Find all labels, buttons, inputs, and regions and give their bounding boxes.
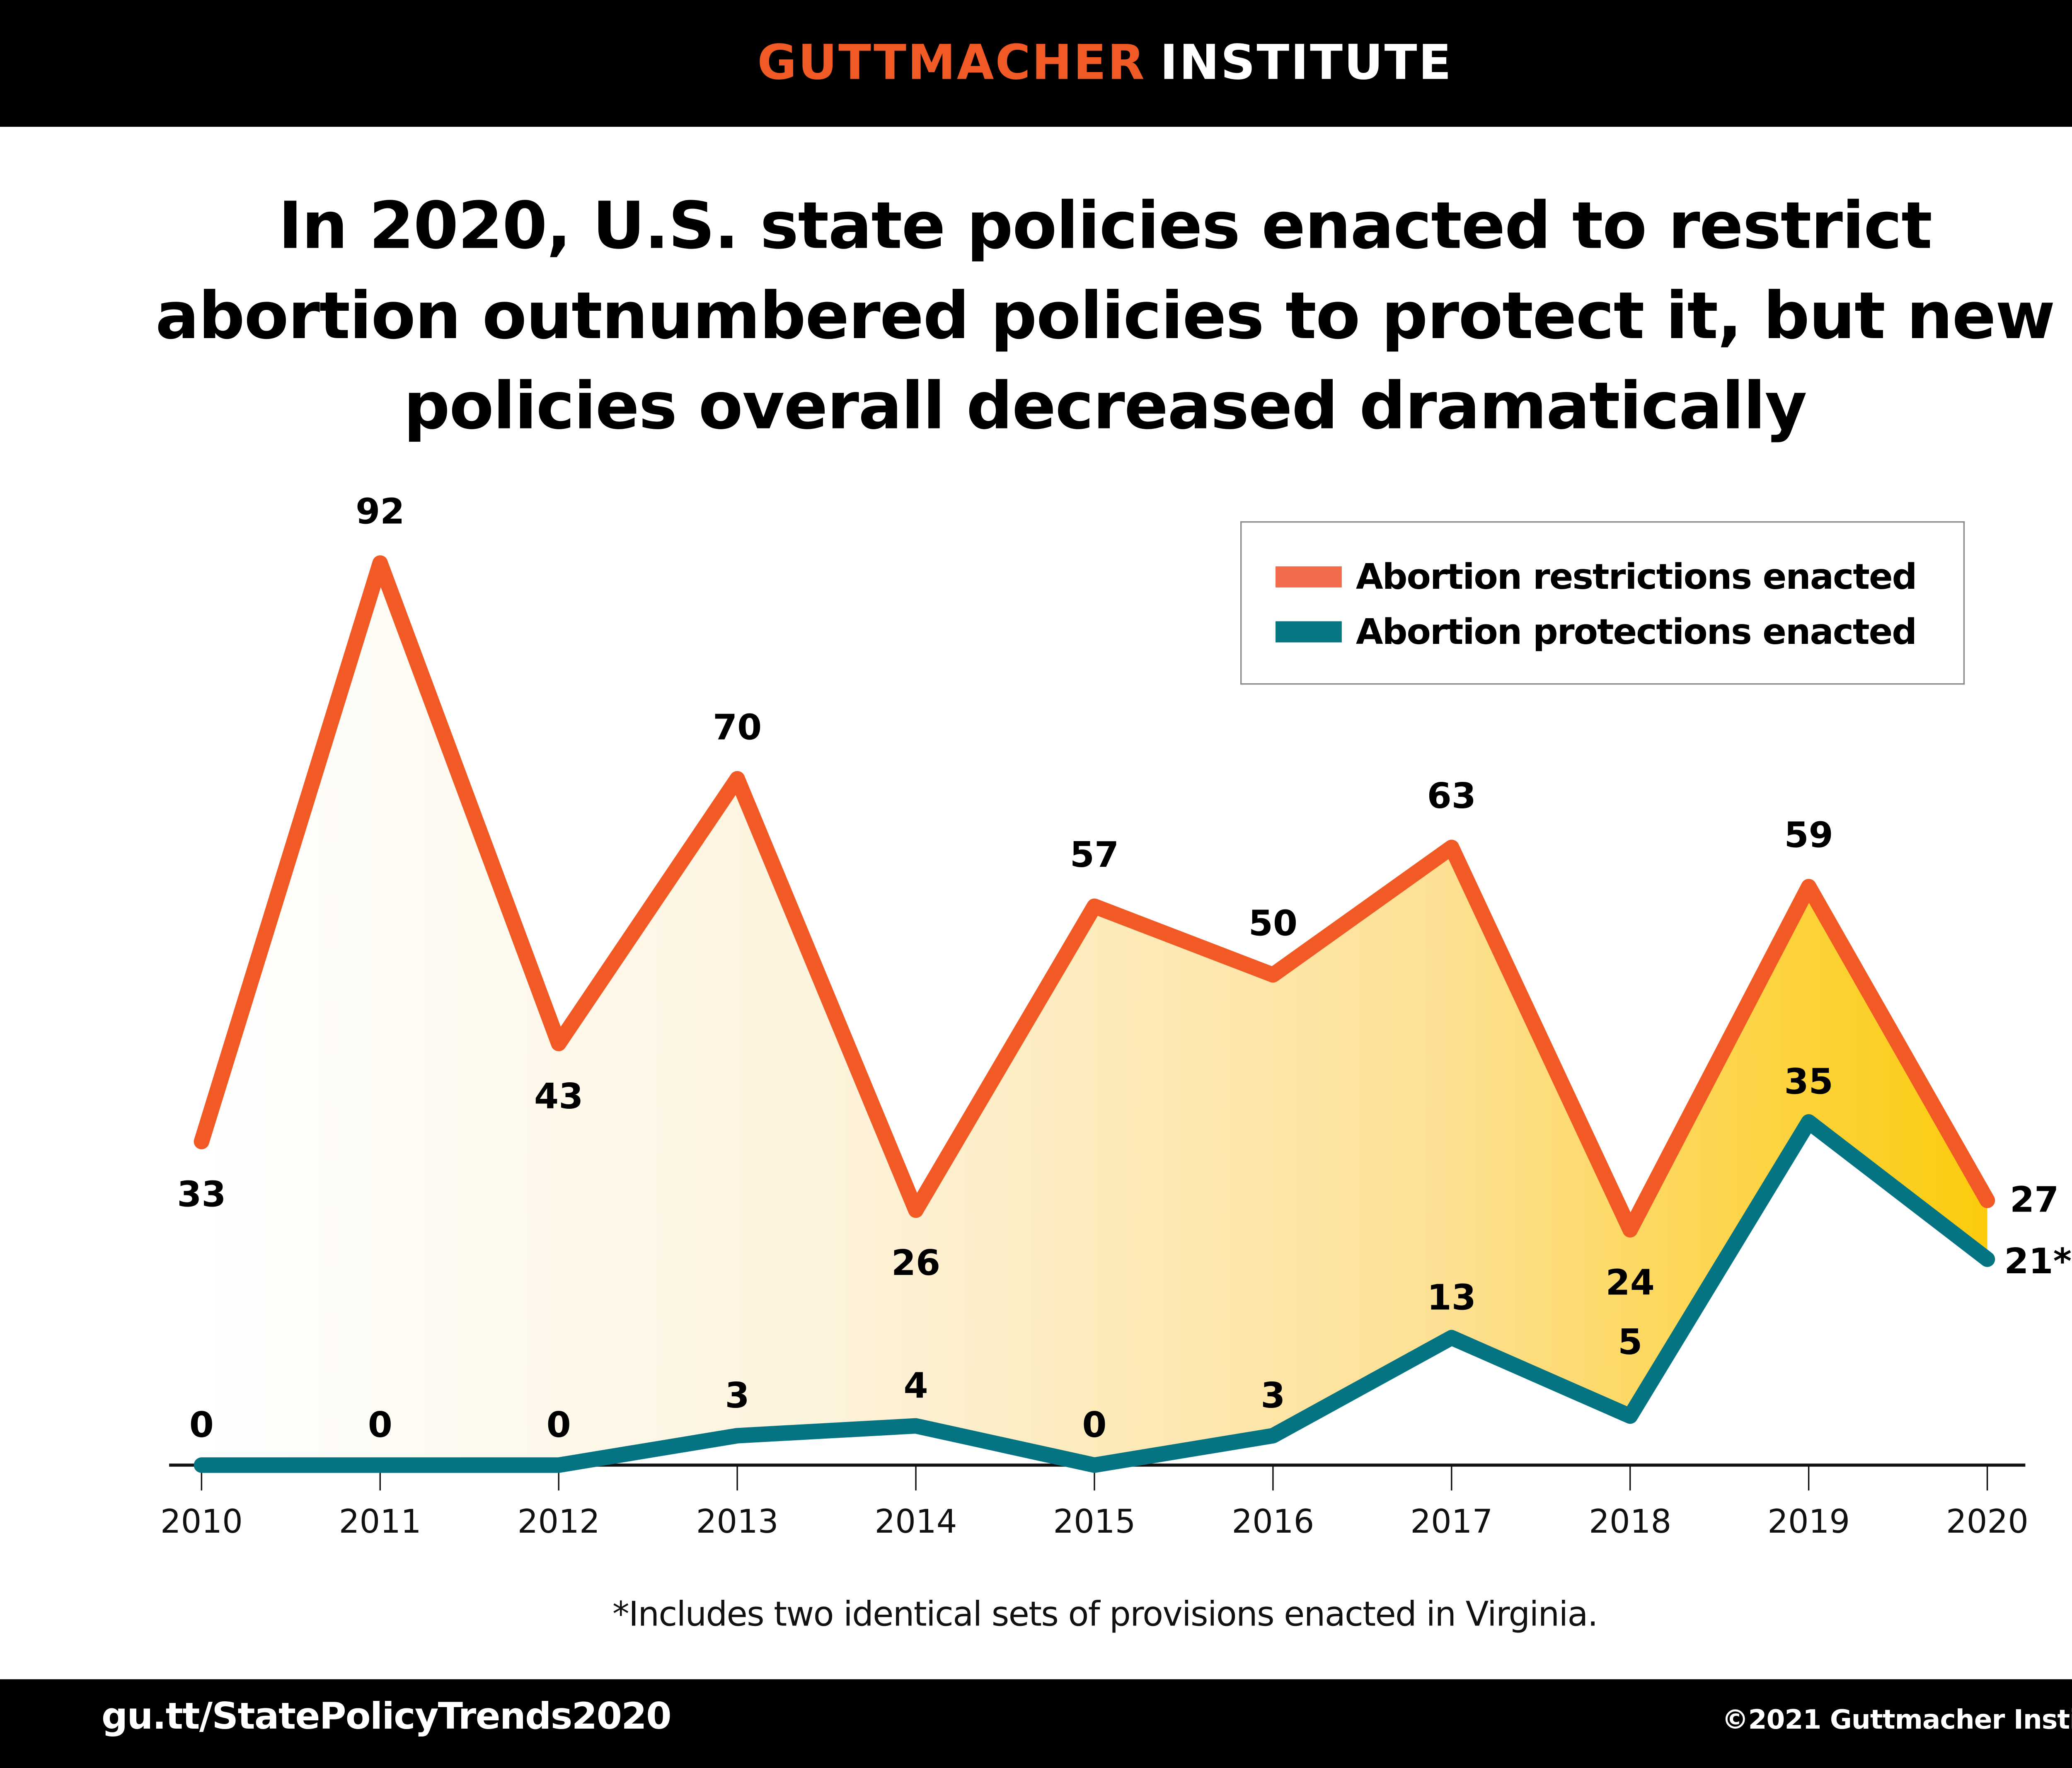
protections-data-label: 21* bbox=[2004, 1241, 2072, 1282]
header-bar: GUTTMACHER INSTITUTE bbox=[0, 0, 2072, 127]
protections-data-label: 4 bbox=[903, 1365, 928, 1406]
footer-url-link[interactable]: gu.tt/StatePolicyTrends2020 bbox=[101, 1696, 672, 1739]
brand-logo: GUTTMACHER INSTITUTE bbox=[758, 35, 1453, 92]
brand-primary: GUTTMACHER bbox=[757, 35, 1146, 92]
restrictions-data-label: 26 bbox=[891, 1243, 940, 1284]
x-tick-label: 2012 bbox=[518, 1503, 600, 1541]
protections-data-label: 3 bbox=[725, 1375, 750, 1416]
restrictions-data-label: 92 bbox=[356, 491, 404, 532]
restrictions-data-label: 24 bbox=[1606, 1262, 1655, 1303]
x-tick-label: 2020 bbox=[1946, 1503, 2028, 1541]
protections-data-label: 0 bbox=[189, 1405, 214, 1446]
restrictions-data-label: 43 bbox=[534, 1076, 583, 1117]
chart-title: In 2020, U.S. state policies enacted to … bbox=[85, 180, 2072, 451]
footnote: *Includes two identical sets of provisio… bbox=[612, 1594, 1598, 1634]
protections-data-label: 35 bbox=[1784, 1062, 1833, 1103]
chart-legend: Abortion restrictions enacted Abortion p… bbox=[1240, 521, 1965, 685]
x-tick-label: 2018 bbox=[1589, 1503, 1671, 1541]
x-tick-label: 2010 bbox=[160, 1503, 243, 1541]
protections-point bbox=[201, 1465, 202, 1466]
x-tick-label: 2011 bbox=[339, 1503, 421, 1541]
x-tick-label: 2013 bbox=[696, 1503, 779, 1541]
legend-label-restrictions: Abortion restrictions enacted bbox=[1356, 556, 1917, 597]
x-tick-label: 2015 bbox=[1053, 1503, 1135, 1541]
protections-point bbox=[1094, 1465, 1095, 1466]
restrictions-data-label: 57 bbox=[1070, 834, 1119, 876]
protections-data-label: 0 bbox=[1082, 1405, 1106, 1446]
footer-copyright: ©2021 Guttmacher Institute bbox=[1721, 1705, 2072, 1736]
x-tick-label: 2019 bbox=[1767, 1503, 1850, 1541]
restrictions-data-label: 33 bbox=[177, 1174, 226, 1215]
protections-data-label: 0 bbox=[547, 1405, 571, 1446]
x-tick-label: 2017 bbox=[1410, 1503, 1493, 1541]
restrictions-point bbox=[1451, 847, 1452, 848]
x-tick-label: 2014 bbox=[875, 1503, 957, 1541]
legend-swatch-restrictions bbox=[1275, 566, 1342, 588]
restrictions-data-label: 27 bbox=[2010, 1179, 2059, 1220]
legend-item-protections: Abortion protections enacted bbox=[1275, 611, 1917, 653]
protections-data-label: 13 bbox=[1427, 1277, 1476, 1318]
restrictions-data-label: 63 bbox=[1427, 776, 1476, 817]
protections-point bbox=[1451, 1337, 1452, 1338]
x-tick-label: 2016 bbox=[1232, 1503, 1314, 1541]
restrictions-point bbox=[1094, 906, 1095, 907]
restrictions-point bbox=[1808, 886, 1809, 887]
title-line: In 2020, U.S. state policies enacted to … bbox=[278, 187, 1933, 264]
protections-data-label: 3 bbox=[1261, 1375, 1285, 1416]
brand-secondary: INSTITUTE bbox=[1160, 35, 1453, 92]
area-between-series bbox=[201, 563, 1987, 1465]
restrictions-data-label: 59 bbox=[1784, 815, 1833, 856]
legend-item-restrictions: Abortion restrictions enacted bbox=[1275, 556, 1917, 597]
protections-data-label: 5 bbox=[1618, 1322, 1642, 1363]
title-line: abortion outnumbered policies to protect… bbox=[155, 277, 2055, 354]
legend-swatch-protections bbox=[1275, 621, 1342, 643]
title-line: policies overall decreased dramatically bbox=[403, 368, 1807, 444]
protections-data-label: 0 bbox=[368, 1405, 392, 1446]
footer-bar: gu.tt/StatePolicyTrends2020 ©2021 Guttma… bbox=[0, 1679, 2072, 1768]
restrictions-data-label: 70 bbox=[713, 707, 762, 748]
legend-label-protections: Abortion protections enacted bbox=[1356, 611, 1917, 653]
restrictions-data-label: 50 bbox=[1249, 903, 1297, 944]
